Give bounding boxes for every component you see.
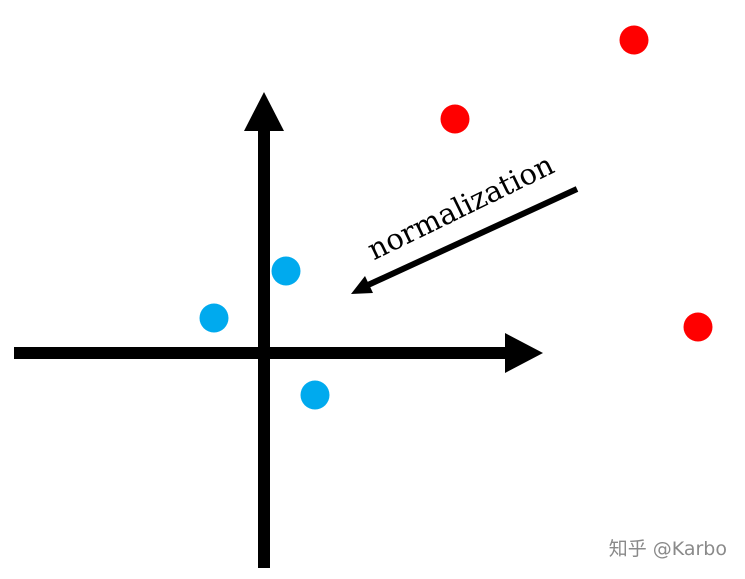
blue-point-2 xyxy=(199,303,229,333)
normalization-label: normalization xyxy=(362,147,559,267)
blue-points xyxy=(199,256,330,410)
red-point-2 xyxy=(440,104,470,134)
red-points xyxy=(440,25,713,342)
red-point-1 xyxy=(619,25,649,55)
normalization-arrowhead xyxy=(351,276,373,294)
normalization-arrow-shaft xyxy=(366,186,579,288)
red-point-3 xyxy=(683,312,713,342)
coordinate-axes xyxy=(14,92,543,568)
blue-point-3 xyxy=(300,380,330,410)
blue-point-1 xyxy=(271,256,301,286)
x-axis-arrowhead xyxy=(505,333,543,373)
normalization-arrow xyxy=(351,186,579,294)
y-axis-arrowhead xyxy=(244,92,284,131)
watermark-text: 知乎 @Karbo xyxy=(608,538,727,560)
